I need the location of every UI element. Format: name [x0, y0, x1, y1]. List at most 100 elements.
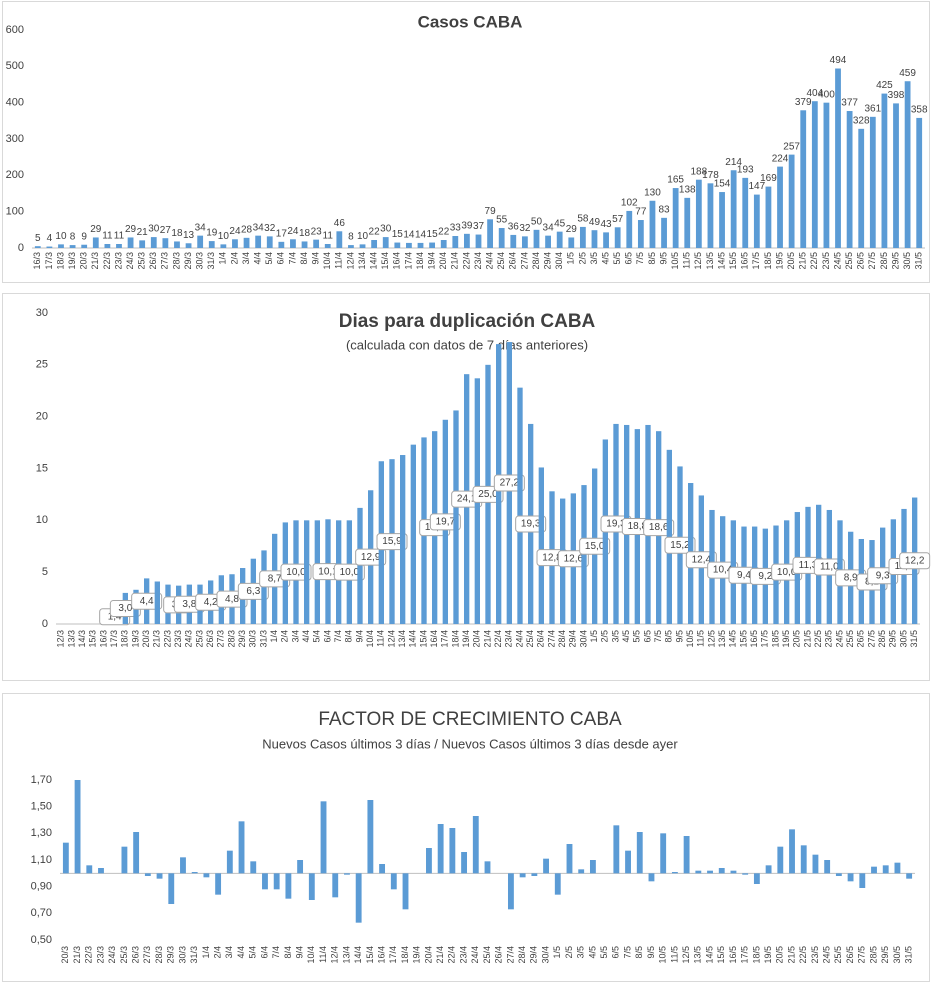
- x-tick-label: 9/5: [674, 630, 684, 643]
- x-tick-label: 18/3: [120, 630, 130, 648]
- bar: [591, 230, 598, 248]
- bar: [788, 154, 795, 248]
- y-tick-label: 20: [36, 411, 48, 423]
- x-tick-label: 24/3: [125, 252, 135, 270]
- x-tick-label: 16/4: [376, 946, 386, 964]
- x-tick-label: 8/5: [634, 946, 644, 959]
- data-label: 400: [818, 89, 835, 100]
- x-tick-label: 26/3: [205, 630, 215, 648]
- x-tick-label: 7/4: [271, 946, 281, 959]
- x-tick-label: 30/4: [578, 630, 588, 648]
- x-tick-label: 17/4: [388, 946, 398, 964]
- data-label: 11: [323, 231, 334, 242]
- data-label: 58: [577, 214, 589, 225]
- data-label: 57: [612, 214, 624, 225]
- x-tick-label: 2/4: [212, 946, 222, 959]
- bar: [180, 857, 186, 874]
- data-label: 8: [348, 232, 354, 243]
- x-tick-label: 26/5: [845, 946, 855, 964]
- x-tick-label: 9/5: [646, 946, 656, 959]
- data-label: 4,2: [204, 597, 218, 608]
- x-tick-label: 13/4: [357, 252, 367, 270]
- data-label: 165: [667, 175, 684, 186]
- x-tick-label: 6/5: [642, 630, 652, 643]
- bar: [625, 850, 631, 874]
- chart-subtitle: (calculada con datos de 7 días anteriore…: [346, 337, 588, 352]
- bar: [162, 238, 169, 248]
- y-tick-label: 600: [6, 24, 24, 36]
- data-label: 18: [299, 228, 311, 239]
- x-tick-label: 24/4: [484, 252, 494, 270]
- data-label: 404: [806, 88, 823, 99]
- bar: [400, 455, 406, 624]
- x-tick-label: 23/3: [95, 946, 105, 964]
- data-label: 83: [658, 204, 670, 215]
- data-label: 18,8: [628, 521, 648, 532]
- data-label: 24: [229, 226, 241, 237]
- bar: [262, 873, 268, 890]
- x-tick-label: 30/4: [540, 946, 550, 964]
- x-tick-label: 15/4: [365, 946, 375, 964]
- x-tick-label: 30/3: [177, 946, 187, 964]
- x-tick-label: 3/4: [241, 252, 251, 265]
- bar: [533, 229, 540, 248]
- bar: [238, 821, 245, 874]
- x-tick-label: 17/4: [440, 630, 450, 648]
- bar: [74, 780, 81, 874]
- x-tick-label: 30/5: [892, 946, 902, 964]
- bar: [487, 219, 493, 248]
- bar: [367, 800, 374, 874]
- x-tick-label: 29/3: [183, 252, 193, 270]
- x-tick-label: 5/4: [312, 630, 322, 643]
- bar: [556, 231, 563, 248]
- bar: [104, 244, 111, 248]
- bar: [156, 873, 163, 879]
- bar: [742, 177, 749, 248]
- data-label: 24,1: [457, 494, 477, 505]
- data-label: 25,0: [478, 489, 498, 500]
- x-tick-label: 2/5: [564, 946, 574, 959]
- x-tick-label: 8/4: [283, 946, 293, 959]
- bar: [719, 192, 725, 248]
- x-tick-label: 22/3: [102, 252, 112, 270]
- x-tick-label: 13/4: [341, 946, 351, 964]
- x-tick-label: 24/3: [107, 946, 117, 964]
- bar: [278, 241, 285, 248]
- bar: [517, 387, 523, 624]
- bar: [824, 860, 831, 874]
- x-tick-label: 22/3: [162, 630, 172, 648]
- bar: [426, 848, 432, 874]
- data-label: 18,6: [649, 522, 669, 533]
- bar: [98, 868, 104, 874]
- bar: [777, 166, 783, 248]
- x-tick-label: 28/5: [879, 252, 889, 270]
- x-tick-label: 2/5: [600, 630, 610, 643]
- x-tick-label: 21/5: [802, 630, 812, 648]
- x-tick-label: 28/4: [531, 252, 541, 270]
- x-tick-label: 27/3: [216, 630, 226, 648]
- bar: [336, 231, 343, 248]
- x-tick-label: 18/5: [763, 252, 773, 270]
- chart-subtitle: Nuevos Casos últimos 3 días / Nuevos Cas…: [262, 736, 678, 751]
- x-tick-label: 20/5: [792, 630, 802, 648]
- x-tick-label: 12/4: [386, 630, 396, 648]
- x-tick-label: 13/5: [705, 252, 715, 270]
- x-tick-label: 9/5: [658, 252, 668, 265]
- x-tick-label: 31/3: [258, 630, 268, 648]
- x-tick-label: 12/5: [693, 252, 703, 270]
- bar: [812, 854, 819, 874]
- data-label: 10,1: [318, 566, 338, 577]
- data-label: 9,2: [758, 571, 772, 582]
- bar: [603, 232, 609, 248]
- data-label: 30: [380, 224, 392, 235]
- bar: [226, 850, 233, 874]
- x-tick-label: 19/5: [763, 946, 773, 964]
- bar: [46, 246, 53, 248]
- x-tick-label: 29/5: [880, 946, 890, 964]
- data-label: 10,0: [777, 567, 797, 578]
- bar: [753, 873, 760, 884]
- bar: [568, 237, 575, 248]
- x-tick-label: 18/3: [55, 252, 65, 270]
- bar: [320, 801, 327, 874]
- bar: [379, 864, 386, 874]
